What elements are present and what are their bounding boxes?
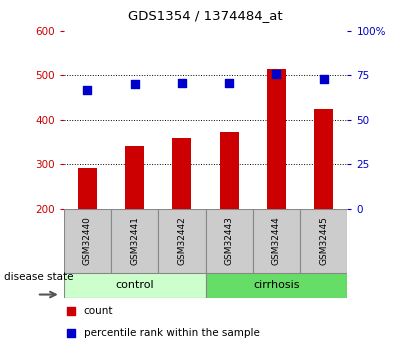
Text: GSM32445: GSM32445 — [319, 216, 328, 265]
Bar — [253, 209, 300, 273]
Bar — [64, 209, 111, 273]
Text: cirrhosis: cirrhosis — [253, 280, 300, 290]
Text: GDS1354 / 1374484_at: GDS1354 / 1374484_at — [128, 9, 283, 22]
Text: control: control — [115, 280, 154, 290]
Text: disease state: disease state — [4, 272, 74, 282]
Text: GSM32444: GSM32444 — [272, 216, 281, 265]
Bar — [125, 146, 144, 209]
Point — [226, 80, 233, 85]
Bar — [172, 138, 191, 209]
Text: percentile rank within the sample: percentile rank within the sample — [83, 328, 259, 338]
Bar — [64, 273, 206, 298]
Bar — [206, 209, 253, 273]
Point — [273, 71, 279, 77]
Text: count: count — [83, 306, 113, 316]
Point — [67, 308, 74, 314]
Bar — [314, 109, 333, 209]
Point — [84, 87, 90, 92]
Bar — [219, 132, 238, 209]
Bar — [206, 273, 347, 298]
Bar — [111, 209, 158, 273]
Text: GSM32441: GSM32441 — [130, 216, 139, 265]
Text: GSM32440: GSM32440 — [83, 216, 92, 265]
Bar — [158, 209, 206, 273]
Text: GSM32442: GSM32442 — [178, 216, 186, 265]
Point — [321, 76, 327, 82]
Point — [132, 82, 138, 87]
Point — [178, 80, 185, 85]
Point — [67, 331, 74, 336]
Bar — [300, 209, 347, 273]
Bar — [267, 69, 286, 209]
Text: GSM32443: GSM32443 — [225, 216, 233, 265]
Bar — [78, 168, 97, 209]
